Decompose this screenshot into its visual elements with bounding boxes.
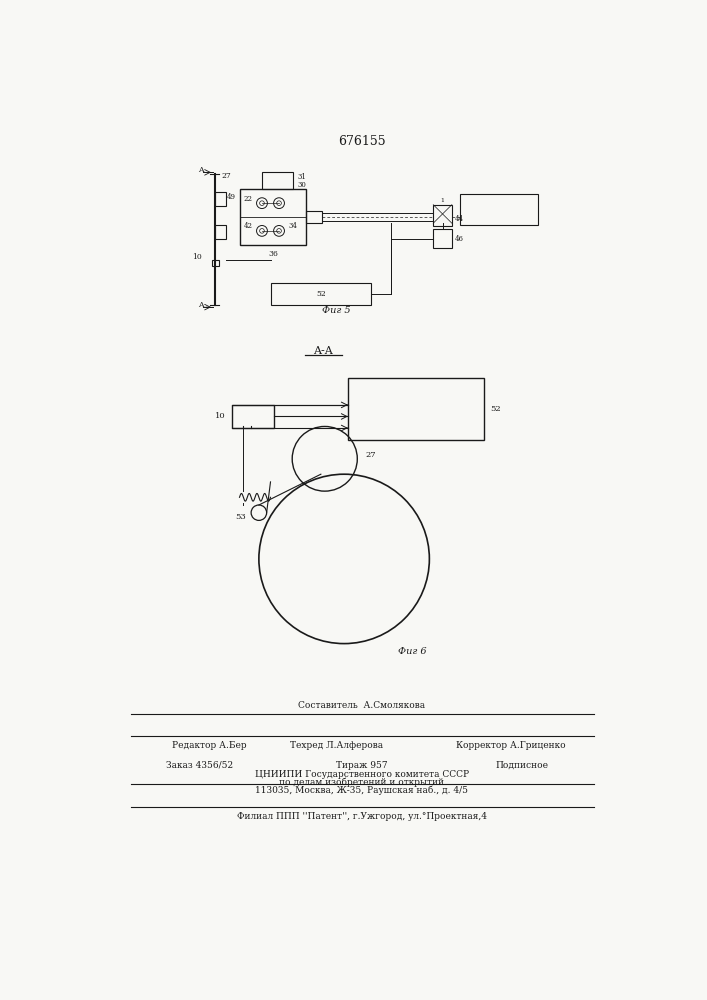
Bar: [433, 205, 452, 226]
Text: 52: 52: [316, 290, 326, 298]
Text: ЦНИИПИ Государственного комитета СССР: ЦНИИПИ Государственного комитета СССР: [255, 770, 469, 779]
Text: 52: 52: [490, 405, 501, 413]
Text: 31: 31: [298, 173, 307, 181]
Bar: [262, 172, 293, 189]
Text: Фиг 6: Фиг 6: [398, 647, 427, 656]
Text: Редактор А.Бер: Редактор А.Бер: [172, 741, 247, 750]
Bar: [271, 283, 371, 305]
Text: 46: 46: [455, 235, 464, 243]
Text: 27: 27: [222, 172, 231, 180]
Text: 10: 10: [192, 253, 201, 261]
Text: Корректор А.Гриценко: Корректор А.Гриценко: [456, 741, 566, 750]
Text: 42: 42: [243, 222, 252, 230]
Text: Заказ 4356/52: Заказ 4356/52: [166, 761, 233, 770]
Bar: [348, 378, 484, 440]
Bar: [216, 192, 226, 206]
Text: A: A: [198, 301, 204, 309]
Text: 27: 27: [365, 451, 375, 459]
Text: Тираж 957: Тираж 957: [336, 761, 387, 770]
Text: Филиал ППП ''Патент'', г.Ужгород, ул.°Проектная,4: Филиал ППП ''Патент'', г.Ужгород, ул.°Пр…: [237, 812, 487, 821]
Bar: [211, 260, 219, 266]
Text: 49: 49: [226, 193, 235, 201]
Bar: [460, 194, 538, 225]
Text: A: A: [198, 166, 204, 174]
Bar: [240, 189, 306, 245]
Bar: [216, 225, 226, 239]
Text: Фиг 5: Фиг 5: [322, 306, 351, 315]
Text: по делам изобретений и открытий: по делам изобретений и открытий: [279, 777, 445, 787]
Text: 34: 34: [288, 222, 298, 230]
Text: Подписное: Подписное: [496, 761, 549, 770]
Text: 113035, Москва, Ж-35, Раушская наб., д. 4/5: 113035, Москва, Ж-35, Раушская наб., д. …: [255, 786, 469, 795]
Text: 44: 44: [455, 215, 464, 223]
Bar: [306, 211, 322, 223]
Text: 676155: 676155: [338, 135, 386, 148]
Text: Составитель  А.Смолякова: Составитель А.Смолякова: [298, 701, 426, 710]
Text: 53: 53: [235, 513, 247, 521]
Text: 1: 1: [440, 198, 445, 203]
Bar: [232, 405, 274, 428]
Text: 36: 36: [268, 250, 278, 258]
Bar: [433, 229, 452, 248]
Text: 22: 22: [243, 195, 252, 203]
Text: 30: 30: [298, 181, 307, 189]
Text: Техред Л.Алферова: Техред Л.Алферова: [290, 741, 383, 750]
Text: A-A: A-A: [313, 346, 333, 356]
Text: 10: 10: [215, 412, 226, 420]
